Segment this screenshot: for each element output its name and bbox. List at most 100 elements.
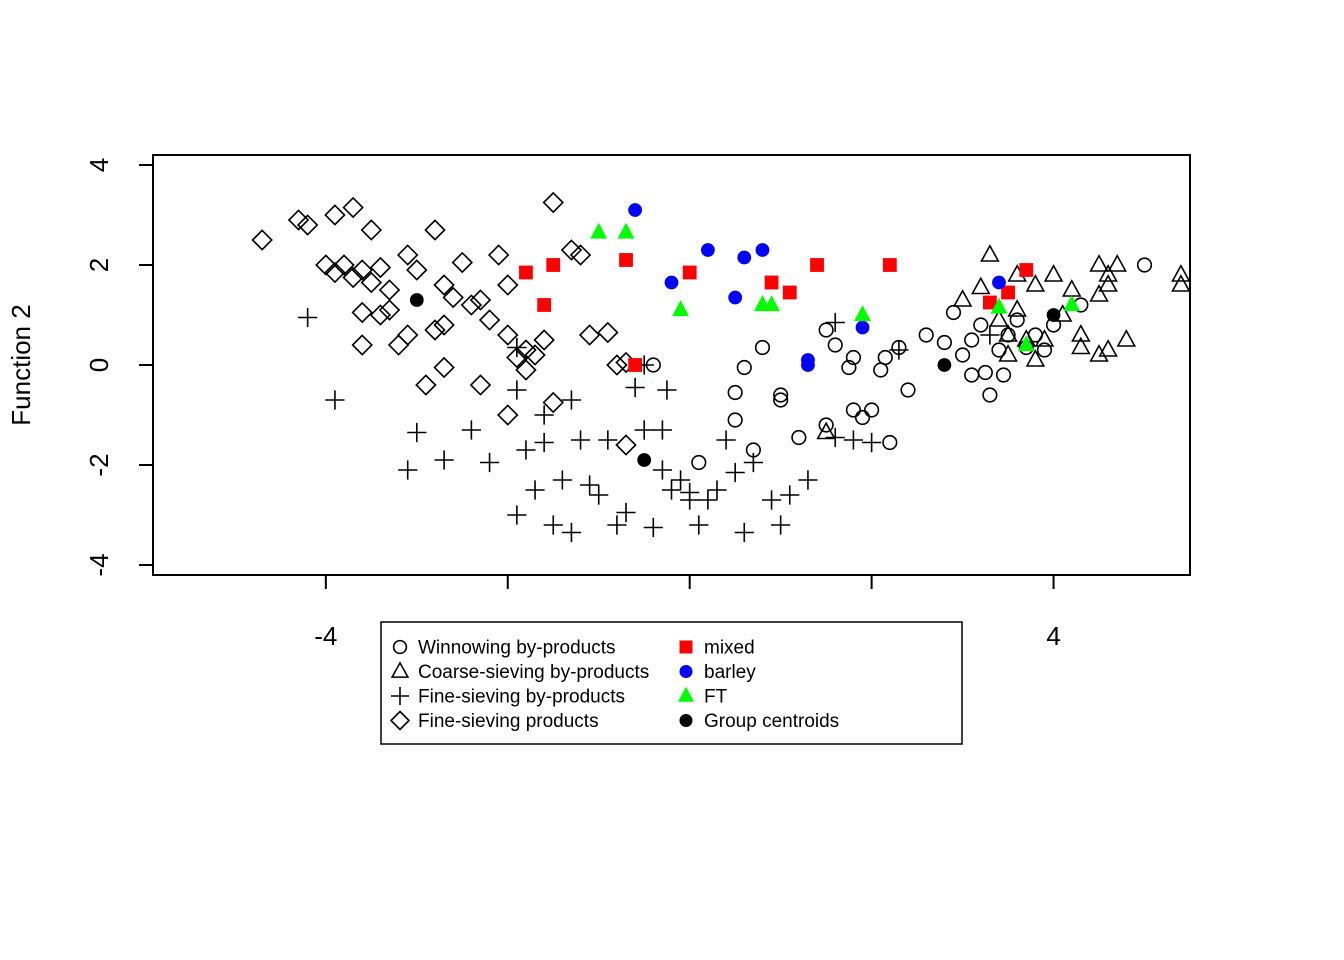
data-point — [882, 434, 898, 451]
data-point — [725, 462, 745, 483]
data-point — [396, 244, 419, 266]
data-point — [342, 266, 364, 289]
data-point — [617, 222, 635, 239]
data-point — [998, 324, 1018, 342]
data-point — [409, 293, 424, 307]
data-point — [1116, 329, 1137, 347]
data-point — [1089, 284, 1109, 302]
data-point — [1098, 274, 1118, 292]
data-point — [827, 337, 843, 353]
data-point — [845, 402, 862, 418]
data-point — [628, 203, 643, 217]
data-point — [507, 505, 527, 525]
y-tick-label: -4 — [84, 553, 114, 576]
data-point — [937, 358, 952, 372]
data-point — [825, 312, 845, 333]
data-point — [682, 265, 697, 280]
legend-marker — [390, 661, 410, 678]
legend-marker — [392, 639, 408, 655]
legend-item: Fine-sieving products — [389, 710, 599, 732]
data-point — [569, 244, 592, 266]
data-point — [351, 334, 373, 356]
data-point — [598, 430, 618, 450]
data-point — [590, 222, 608, 239]
y-tick-label: -2 — [84, 453, 114, 476]
data-point — [415, 374, 437, 396]
data-point — [606, 354, 628, 376]
legend-label: Fine-sieving products — [418, 711, 599, 732]
data-point — [798, 470, 818, 490]
data-point — [1036, 342, 1053, 358]
data-point — [1000, 327, 1016, 343]
data-point — [628, 358, 643, 372]
data-point — [578, 324, 601, 346]
data-point — [689, 515, 709, 535]
data-point — [580, 475, 600, 495]
data-point — [1089, 344, 1109, 362]
data-point — [398, 460, 418, 480]
data-point — [700, 243, 715, 257]
data-point — [296, 214, 319, 236]
data-point — [973, 317, 989, 333]
data-point — [707, 480, 727, 500]
data-point — [534, 405, 554, 425]
data-point — [251, 229, 273, 251]
data-point — [998, 344, 1018, 362]
data-point — [936, 334, 952, 351]
data-point — [479, 452, 500, 473]
data-point — [360, 219, 383, 241]
data-point — [461, 420, 481, 440]
data-point — [773, 387, 789, 403]
data-point — [516, 440, 536, 460]
series-winnowing-by-products — [645, 257, 1153, 471]
legend-item: Winnowing by-products — [392, 638, 615, 659]
legend-marker — [679, 714, 693, 727]
data-point — [652, 460, 673, 480]
data-point — [737, 250, 752, 265]
data-point — [396, 324, 419, 346]
data-point — [515, 359, 537, 381]
legend-label: Group centroids — [704, 711, 839, 732]
y-axis: -4 -2 0 2 4 — [84, 158, 154, 577]
series-fine-sieving-by-products — [298, 307, 1000, 543]
legend-box — [380, 621, 963, 745]
legend-marker — [679, 640, 693, 654]
legend-label: mixed — [704, 638, 755, 659]
data-point — [801, 353, 815, 367]
data-point — [882, 258, 897, 272]
data-point — [424, 319, 446, 341]
x-tick-label: -4 — [314, 621, 337, 651]
data-point — [460, 294, 483, 316]
data-point — [854, 305, 871, 322]
legend-marker — [678, 686, 694, 702]
data-point — [1107, 254, 1127, 272]
data-point — [1025, 274, 1046, 292]
legend-label: Fine-sieving by-products — [418, 687, 625, 708]
data-point — [954, 347, 971, 363]
series-fine-sieving-products — [251, 191, 637, 456]
legend-item: Fine-sieving by-products — [391, 687, 625, 708]
data-point — [791, 429, 807, 446]
data-point — [519, 265, 533, 280]
data-point — [1017, 335, 1035, 352]
data-point — [625, 377, 645, 398]
data-point — [1001, 285, 1015, 300]
data-point — [661, 480, 682, 500]
data-point — [743, 452, 763, 473]
data-point — [736, 359, 752, 376]
data-point — [634, 420, 654, 440]
data-point — [406, 259, 428, 281]
legend-marker — [679, 665, 693, 678]
data-point — [1071, 336, 1091, 355]
data-point — [442, 286, 464, 309]
data-point — [854, 409, 871, 426]
data-point — [1046, 308, 1061, 322]
data-point — [810, 258, 824, 272]
data-point — [378, 299, 401, 321]
data-point — [287, 209, 310, 231]
data-point — [990, 297, 1008, 314]
data-point — [1136, 257, 1153, 273]
data-point — [324, 204, 346, 226]
data-point — [451, 251, 474, 274]
data-point — [542, 191, 564, 214]
